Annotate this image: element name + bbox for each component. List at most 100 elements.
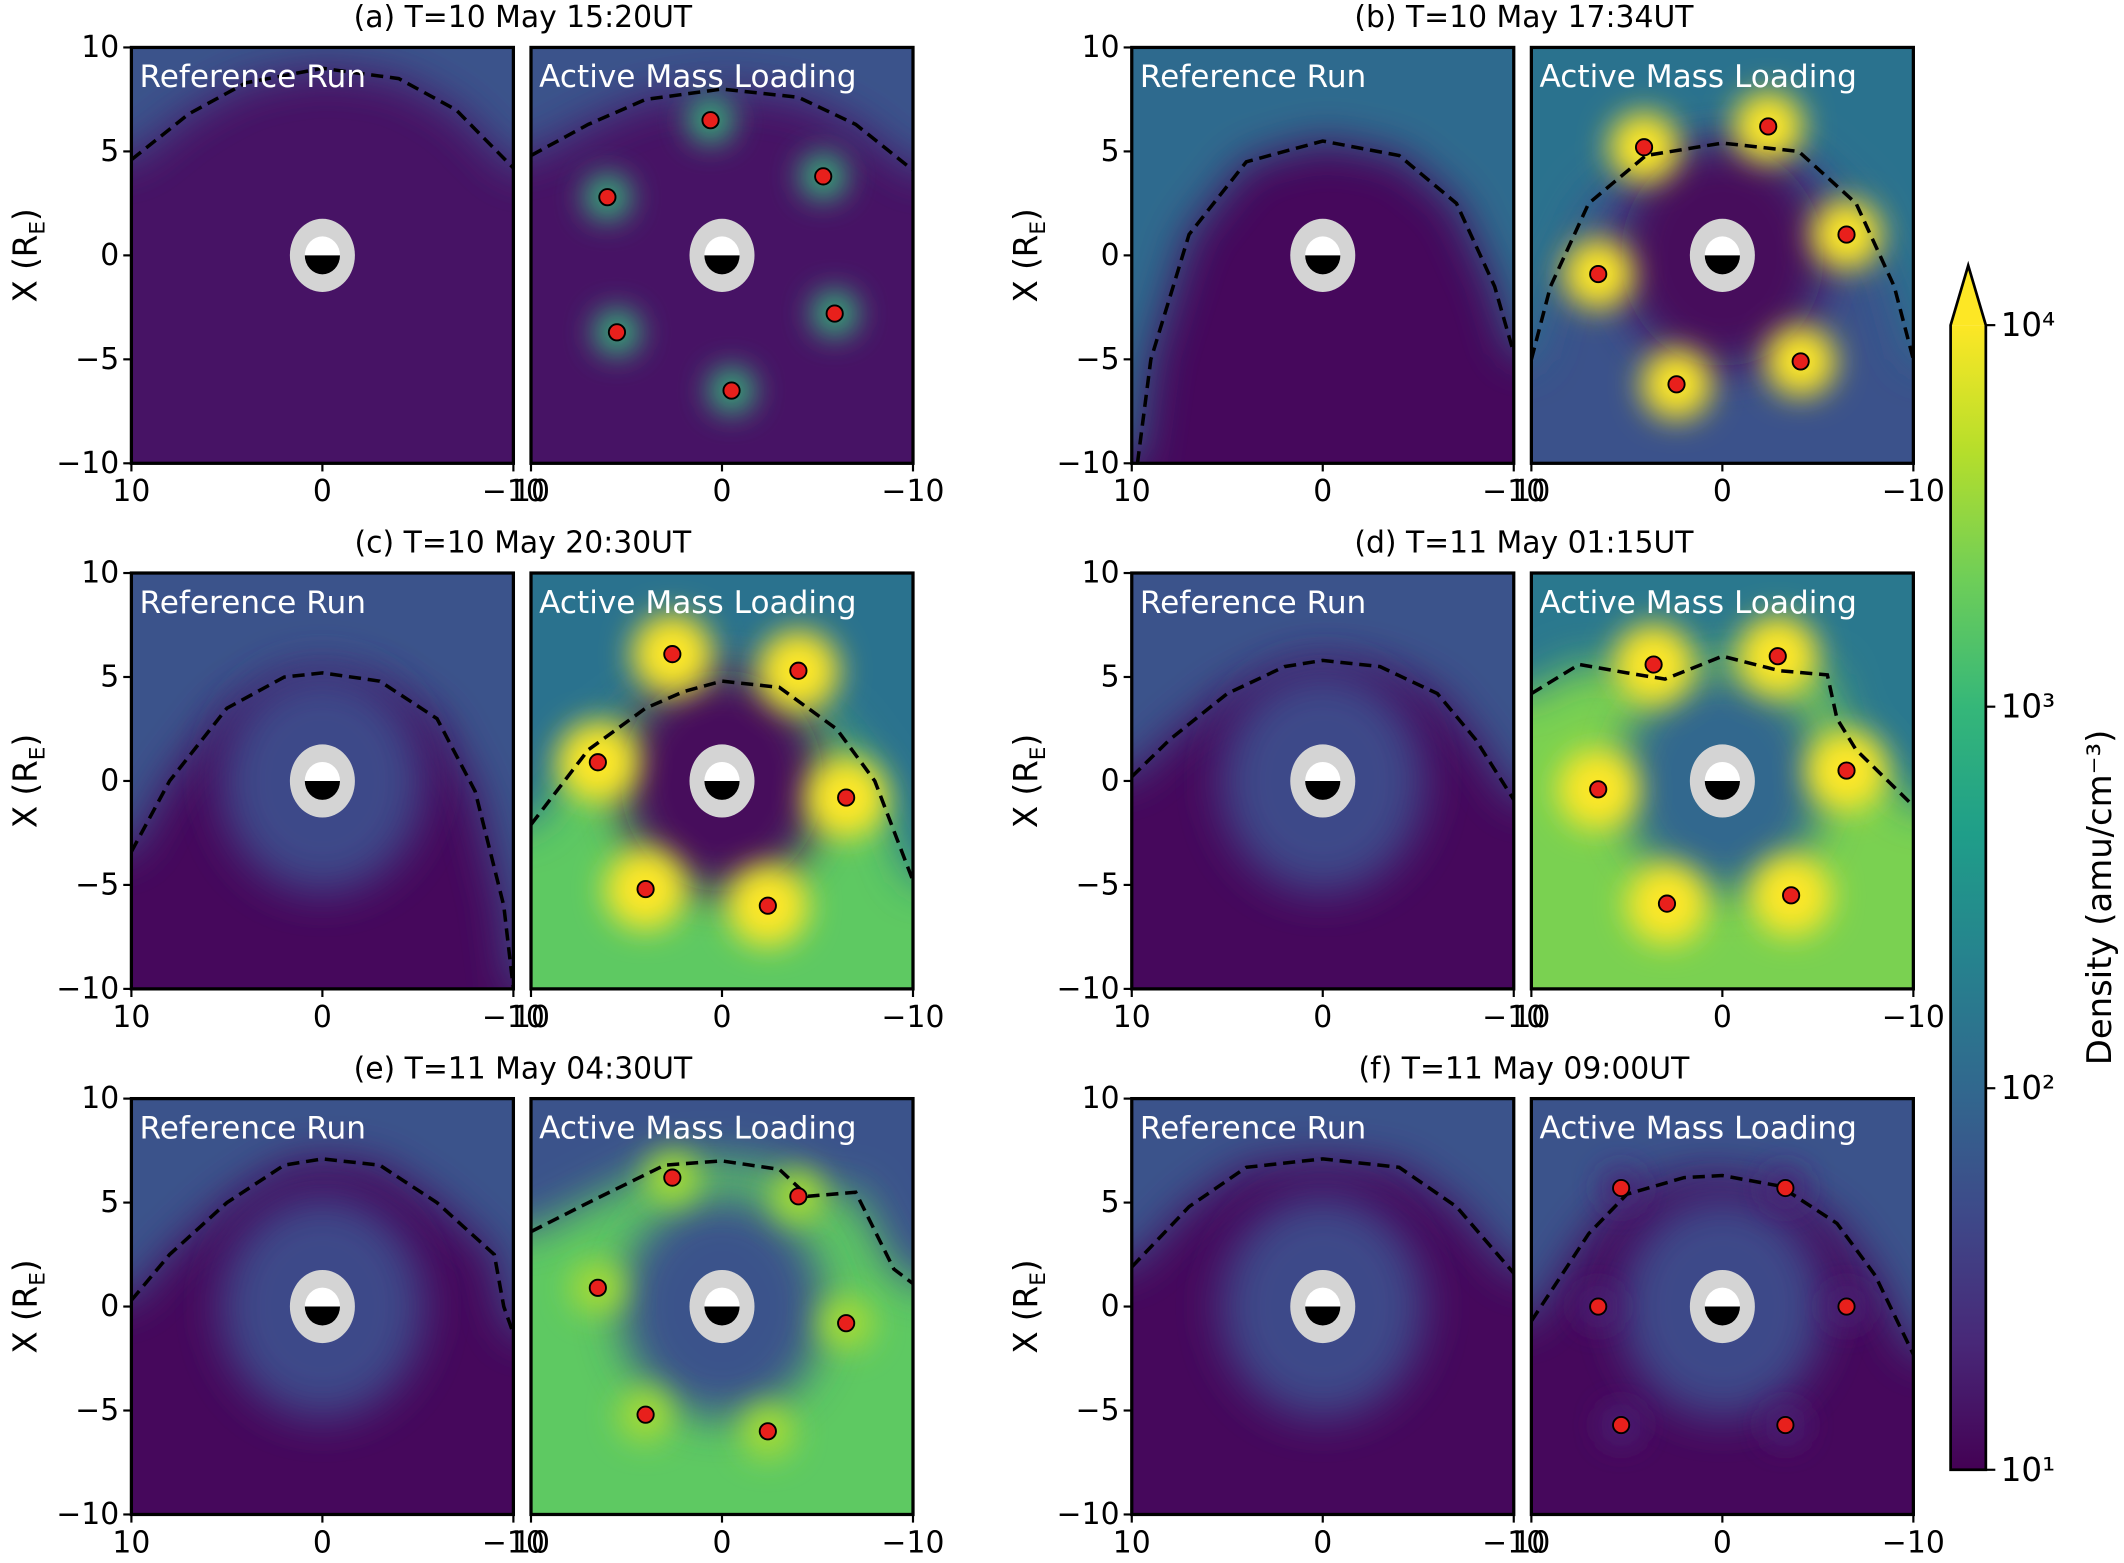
- source-point: [588, 753, 607, 772]
- subplot-label: Active Mass Loading: [1539, 1110, 1856, 1146]
- heatmap-field: [131, 573, 514, 989]
- x-tick-label: 10: [512, 474, 550, 509]
- x-tick-label: 0: [1713, 474, 1732, 509]
- source-point: [758, 1422, 777, 1441]
- y-tick-label: −5: [1076, 867, 1120, 902]
- y-tick-label: 0: [100, 763, 119, 798]
- x-tick-label: −10: [882, 1525, 945, 1560]
- boundary-line: [131, 66, 514, 170]
- heatmap-field: [531, 1098, 913, 1515]
- outer-region: [131, 1098, 514, 1334]
- x-tick-label: 0: [313, 1525, 332, 1560]
- y-tick-label: 10: [1082, 1081, 1120, 1116]
- source-point: [837, 788, 856, 807]
- source-point: [1589, 780, 1608, 799]
- x-tick-label: 10: [1113, 474, 1151, 509]
- subplot-label: Reference Run: [1140, 1110, 1366, 1146]
- y-label-sub: E: [26, 1272, 51, 1286]
- x-tick-label: −10: [1482, 1525, 1545, 1560]
- y-tick-label: 0: [1101, 763, 1120, 798]
- colorbar-tick-label: 10³: [2001, 688, 2055, 726]
- source-point: [1657, 894, 1677, 913]
- x-tick-label: 0: [713, 1525, 732, 1560]
- heatmap-field: [1131, 573, 1514, 989]
- y-tick-label: −5: [1076, 1393, 1120, 1428]
- source-point: [825, 304, 844, 323]
- heatmap-field: [131, 1098, 514, 1515]
- colorbar-frame: [1949, 260, 1988, 1472]
- heatmap-field: [1131, 1098, 1514, 1515]
- y-tick-label: −5: [75, 867, 119, 902]
- x-tick-label: 0: [1713, 1000, 1732, 1035]
- y-tick-label: 0: [1101, 238, 1120, 273]
- y-tick-label: 0: [100, 238, 119, 273]
- earth-night: [704, 780, 740, 800]
- source-point: [1634, 138, 1654, 157]
- y-axis-label: X (RE): [1007, 734, 1051, 828]
- subplot-label: Reference Run: [140, 585, 366, 621]
- source-point: [837, 1314, 856, 1333]
- outer-region: [1531, 573, 1914, 806]
- earth-night: [704, 255, 740, 275]
- source-point: [1837, 761, 1856, 780]
- source-point: [722, 381, 741, 400]
- boundary-line: [1531, 1173, 1914, 1356]
- y-label-sub: E: [1026, 221, 1051, 235]
- y-axis-label: X (RE): [7, 734, 51, 828]
- y-tick-label: 5: [1101, 659, 1120, 694]
- boundary-line: [1531, 654, 1914, 808]
- x-tick-label: 0: [1313, 1000, 1332, 1035]
- x-tick-label: −10: [482, 1525, 545, 1560]
- y-tick-label: −10: [1057, 446, 1120, 481]
- x-tick-label: 0: [713, 1000, 732, 1035]
- y-tick-label: −10: [56, 1497, 119, 1532]
- boundary-line: [531, 679, 913, 882]
- source-point: [1589, 265, 1608, 284]
- source-point: [789, 1187, 808, 1206]
- y-tick-label: 10: [1082, 556, 1120, 591]
- y-tick-label: 10: [1082, 30, 1120, 65]
- y-label-sub: E: [26, 747, 51, 761]
- y-label-end: ): [7, 734, 45, 747]
- subplot-label: Reference Run: [1140, 585, 1366, 621]
- x-tick-label: 10: [112, 1525, 150, 1560]
- y-axis-label: X (RE): [1007, 208, 1051, 302]
- earth-night: [1704, 255, 1740, 275]
- x-tick-label: −10: [1882, 474, 1945, 509]
- source-point: [636, 880, 655, 899]
- panel-title: (c) T=10 May 20:30UT: [355, 526, 692, 561]
- colorbar-extend: [1950, 265, 1986, 326]
- source-point: [1782, 886, 1801, 905]
- x-tick-label: −10: [882, 474, 945, 509]
- y-tick-label: 5: [100, 659, 119, 694]
- x-tick-label: −10: [882, 1000, 945, 1035]
- outer-region: [131, 47, 514, 169]
- x-tick-label: 0: [313, 474, 332, 509]
- y-label-text: X (R: [1007, 760, 1045, 828]
- x-tick-label: −10: [1882, 1000, 1945, 1035]
- y-tick-label: 5: [1101, 1185, 1120, 1220]
- x-tick-label: 10: [1512, 474, 1550, 509]
- y-label-end: ): [7, 208, 45, 221]
- y-axis-label: X (RE): [7, 208, 51, 302]
- y-tick-label: −5: [75, 342, 119, 377]
- x-tick-label: 10: [1113, 1525, 1151, 1560]
- panel-title: (b) T=10 May 17:34UT: [1354, 0, 1694, 35]
- source-point: [701, 111, 720, 130]
- earth-night: [1305, 780, 1341, 800]
- outer-region: [1131, 1098, 1514, 1274]
- y-tick-label: 10: [81, 1081, 119, 1116]
- y-tick-label: −10: [56, 971, 119, 1006]
- subplot-label: Active Mass Loading: [539, 1110, 856, 1146]
- boundary-line: [131, 1157, 514, 1335]
- y-label-end: ): [7, 1259, 45, 1272]
- boundary-line: [131, 671, 514, 989]
- earth-night: [1704, 780, 1740, 800]
- source-point: [598, 188, 617, 207]
- subplot-label: Reference Run: [140, 1110, 366, 1146]
- x-tick-label: 10: [1512, 1525, 1550, 1560]
- y-tick-label: −5: [1076, 342, 1120, 377]
- outer-region: [531, 47, 913, 171]
